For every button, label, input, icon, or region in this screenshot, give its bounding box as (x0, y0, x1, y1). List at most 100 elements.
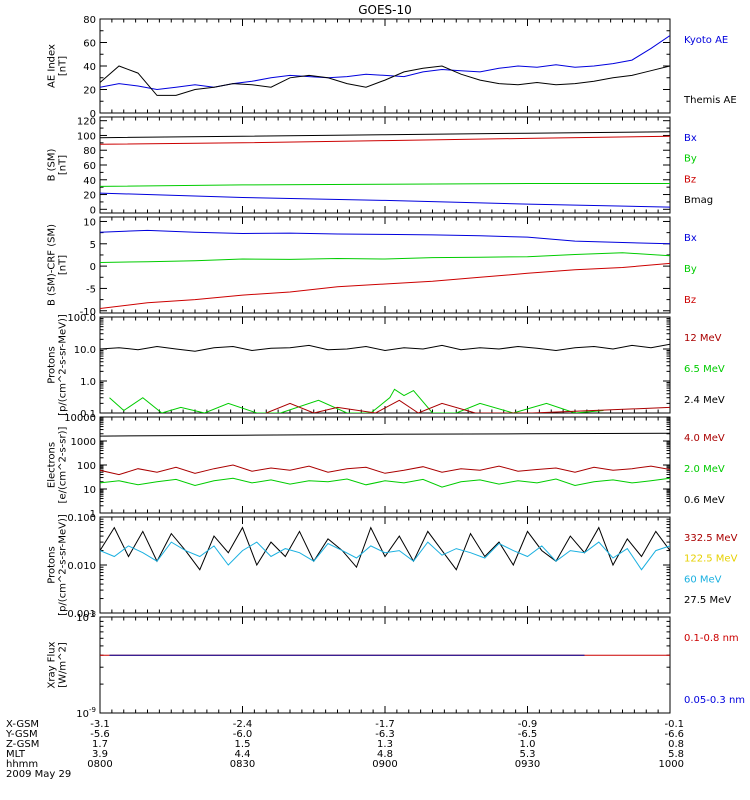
x-row-label: Z-GSM (6, 739, 39, 750)
y-axis-label: AE Index (47, 44, 58, 88)
panel-2: 0 20 40 60 80 100 120 B (SM) [nT] Bx By Bz Bmag (47, 116, 713, 216)
y-axis-label: [nT] (58, 255, 69, 275)
x-row-value: 5.8 (668, 749, 684, 760)
y-axis-label: [p/(cm^2-s-sr-MeV)] (58, 514, 69, 616)
y-tick-label: 0.001 (67, 609, 96, 620)
y-axis-label: Electrons (47, 442, 58, 488)
y-tick-label: 100 (77, 461, 96, 472)
legend-entry: Themis AE (683, 95, 737, 106)
legend-entry: 0.1-0.8 nm (684, 633, 739, 644)
legend-entry: Bmag (684, 195, 713, 206)
y-tick-label: 60 (83, 161, 96, 172)
series-line-27-5-mev (100, 526, 670, 571)
y-axis-label: [nT] (58, 155, 69, 175)
series-line-bx (100, 229, 670, 245)
x-row-value: 1000 (659, 759, 684, 770)
panel-6: 0.001 0.010 0.100 Protons [p/(cm^2-s-sr-MeV)… (47, 513, 738, 620)
panel-1: 0 20 40 60 80 AE Index [nT] Kyoto AE Themis AE (47, 15, 737, 120)
x-row-value: 4.4 (235, 749, 251, 760)
y-axis-label: Protons (47, 346, 58, 383)
panel-frame (99, 516, 671, 614)
y-tick-label: 0 (90, 262, 96, 273)
y-tick-label: 0.010 (67, 561, 96, 572)
legend-entry: Bz (684, 174, 696, 185)
y-tick-label: 80 (83, 146, 96, 157)
series-line-bmag (100, 131, 670, 139)
y-axis-label: [nT] (58, 56, 69, 76)
legend-entry: 0.05-0.3 nm (684, 695, 745, 706)
series-line-2-4-mev (100, 343, 670, 352)
series-line-6-5-mev (109, 388, 604, 413)
x-row-value: 0830 (230, 759, 255, 770)
y-tick-label: 100 (77, 131, 96, 142)
series-line-60-mev (100, 541, 670, 571)
y-tick-label: 100.0 (67, 313, 96, 324)
y-tick-label: 40 (83, 62, 96, 73)
legend-entry: 6.5 MeV (684, 364, 725, 375)
y-tick-label: 0.1 (80, 409, 96, 420)
panel-frame (99, 416, 671, 514)
panel-3: -10 -5 0 5 10 B (SM)-CRF (SM) [nT] Bx By Bz (47, 216, 697, 318)
y-tick-label: -5 (86, 284, 96, 295)
y-tick-label: 0 (90, 205, 96, 216)
x-row-value: 0900 (372, 759, 397, 770)
series-line-by (100, 183, 670, 187)
x-row-value: -2.4 (233, 719, 253, 730)
y-tick-label: 10 (83, 485, 96, 496)
legend-entry: 332.5 MeV (684, 533, 738, 544)
series-line-themis-ae (100, 65, 670, 96)
y-tick-label: 10 (83, 217, 96, 228)
x-row-value: -6.6 (664, 729, 684, 740)
x-axis-labels: X-GSM -3.1 -2.4 -1.7 -0.9 -0.1 Y-GSM -5.6 -6.0 -6… (5, 719, 684, 780)
x-row-value: 0800 (87, 759, 112, 770)
panel-4: 0.1 1.0 10.0 100.0 Protons [p/(cm^2-s-sr-MeV)… (47, 313, 725, 420)
y-axis-label: Xray Flux (47, 641, 58, 688)
legend-entry: Bz (684, 295, 696, 306)
legend-entry: 2.0 MeV (684, 464, 725, 475)
x-row-label: Y-GSM (5, 729, 38, 740)
series-line-4-0-mev (100, 464, 670, 476)
x-row-value: 1.5 (235, 739, 251, 750)
series-line-bx (100, 192, 670, 208)
y-tick-label: 60 (83, 39, 96, 50)
x-axis-date: 2009 May 29 (6, 769, 71, 780)
y-tick-label: 10000 (64, 413, 96, 424)
legend-entry: By (684, 154, 697, 165)
legend-entry: 2.4 MeV (684, 395, 725, 406)
series-line-12-mev (266, 399, 670, 413)
legend-entry: Bx (684, 233, 697, 244)
y-tick-label: 40 (83, 176, 96, 187)
x-row-label: MLT (6, 749, 26, 760)
legend-entry: 12 MeV (684, 333, 722, 344)
y-tick-label: 1.0 (80, 377, 96, 388)
x-row-label: X-GSM (6, 719, 39, 730)
legend-entry: By (684, 264, 697, 275)
y-tick-label: 1000 (71, 437, 96, 448)
y-tick-label: 20 (83, 191, 96, 202)
y-axis-label: [p/(cm^2-s-sr-MeV)] (58, 314, 69, 416)
x-row-value: 5.3 (520, 749, 536, 760)
panel-frame (99, 616, 671, 714)
x-row-value: 1.7 (92, 739, 108, 750)
x-row-value: -0.1 (664, 719, 684, 730)
y-axis-label: B (SM)-CRF (SM) (47, 224, 58, 306)
legend-entry: Kyoto AE (684, 35, 728, 46)
legend-entry: Bx (684, 133, 697, 144)
x-row-value: -6.5 (518, 729, 538, 740)
y-axis-label: B (SM) (47, 148, 58, 181)
panel-frame (99, 116, 671, 214)
y-tick-label: -10 (80, 307, 96, 318)
series-line-by (100, 252, 670, 263)
x-row-label: hhmm (6, 759, 38, 770)
series-line-0-6-mev (100, 432, 670, 437)
y-tick-label: 1 (90, 509, 96, 520)
y-tick-label: 0 (90, 109, 96, 120)
x-row-value: -6.3 (375, 729, 395, 740)
series-line-bz (100, 135, 670, 145)
y-tick-label: 20 (83, 86, 96, 97)
x-row-value: -0.9 (518, 719, 538, 730)
y-tick-label: 0.100 (67, 513, 96, 524)
panel-frame (99, 316, 671, 414)
